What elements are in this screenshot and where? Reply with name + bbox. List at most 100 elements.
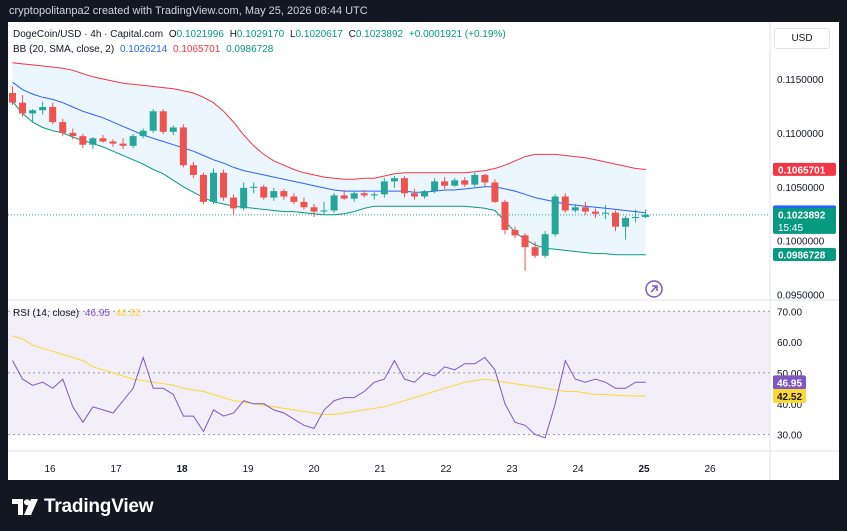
- time-tick-label: 23: [506, 464, 518, 475]
- candle-body: [69, 132, 77, 137]
- candle-body: [29, 110, 37, 114]
- candle-body: [240, 187, 248, 209]
- rsi-legend[interactable]: RSI (14, close) 46.95 42.52: [13, 308, 144, 319]
- candle-body: [471, 174, 479, 185]
- candle-body: [49, 106, 57, 123]
- bb-label[interactable]: BB (20, SMA, close, 2): [13, 44, 115, 55]
- candle-body: [9, 92, 16, 103]
- header-credit: cryptopolitanpa2 created with TradingVie…: [9, 5, 368, 17]
- price-label-bg: [773, 248, 836, 262]
- time-tick-label: 20: [308, 464, 320, 475]
- bb-basis-line: [12, 81, 646, 214]
- time-tick-label: 22: [440, 464, 452, 475]
- candle-body: [169, 127, 177, 132]
- candle-body: [581, 207, 589, 212]
- candle-body: [19, 102, 27, 114]
- time-tick-label: 18: [176, 464, 188, 475]
- candle-body: [411, 193, 418, 197]
- rsi-tick-label: 50.00: [777, 369, 802, 380]
- rsi-tick-label: 40.00: [777, 400, 802, 411]
- chart-svg[interactable]: 0.1150000 0.1100000 0.1050000 0.1000000 0.09…: [8, 22, 839, 480]
- ohlc-close-label: C: [348, 29, 356, 40]
- chart-panel[interactable]: 0.1150000 0.1100000 0.1050000 0.1000000 0.09…: [8, 22, 839, 480]
- ohlc-high: 0.1029170: [236, 29, 285, 40]
- candle-body: [199, 174, 207, 202]
- candle-body: [481, 174, 489, 183]
- bb-fill-area: [12, 62, 646, 255]
- candle-body: [380, 181, 388, 195]
- time-tick-label: 19: [242, 464, 254, 475]
- axes: 0.1150000 0.1100000 0.1050000 0.1000000 0.09…: [8, 22, 839, 480]
- rsi-value: 46.95: [84, 308, 110, 319]
- header-bar: cryptopolitanpa2 created with TradingVie…: [0, 0, 847, 22]
- price-label-bg: [773, 162, 836, 176]
- price-tick-label: 0.1150000: [777, 75, 824, 86]
- candle-body: [511, 229, 519, 236]
- ohlc-change: +0.0001921 (+0.19%): [408, 29, 506, 40]
- price-tick-label: 0.1100000: [777, 129, 824, 140]
- price-tick-label: 0.0950000: [777, 291, 825, 302]
- candle-body: [622, 218, 630, 227]
- candle-body: [501, 201, 509, 230]
- ohlc-low-label: L: [289, 29, 296, 40]
- rsi-pane[interactable]: [8, 310, 770, 439]
- candle-body: [521, 235, 529, 248]
- candle-body: [340, 195, 348, 199]
- time-tick-label: 17: [110, 464, 122, 475]
- candle-body: [99, 138, 107, 142]
- candle-body: [531, 247, 539, 256]
- price-pane[interactable]: [8, 62, 770, 298]
- candle-body: [39, 106, 47, 111]
- candle-body: [551, 196, 559, 235]
- candle-body: [541, 234, 549, 256]
- price-label-bg: [773, 207, 836, 234]
- candle-body: [451, 180, 459, 186]
- price-label-value: 0.1065701: [778, 165, 826, 176]
- candle-body: [591, 211, 599, 214]
- event-badge-icon: [645, 280, 663, 298]
- candle-body: [280, 191, 288, 197]
- ohlc-open: 0.1021996: [176, 29, 224, 40]
- time-tick-label: 16: [44, 464, 56, 475]
- candle-body: [320, 210, 328, 212]
- tradingview-wordmark: TradingView: [44, 496, 154, 517]
- candle-body: [139, 130, 147, 137]
- candle-body: [632, 216, 640, 219]
- candle-body: [571, 207, 579, 211]
- bb-upper-line: [12, 62, 646, 180]
- time-tick-label: 24: [572, 464, 584, 475]
- price-label-value: 0.1023892: [778, 210, 826, 221]
- rsi-label[interactable]: RSI (14, close): [13, 308, 80, 319]
- candle-body: [360, 193, 368, 196]
- symbol-legend[interactable]: DogeCoin/USD · 4h · Capital.com O0.10219…: [13, 29, 509, 40]
- candle-body: [260, 186, 268, 198]
- candle-body: [220, 172, 228, 198]
- symbol-title[interactable]: DogeCoin/USD · 4h · Capital.com: [13, 29, 164, 40]
- candle-body: [250, 186, 258, 188]
- rsi-line: [12, 355, 646, 439]
- bb-upper-value: 0.1065701: [173, 44, 221, 55]
- candle-body: [441, 181, 449, 186]
- rsi-ma-line: [12, 335, 646, 415]
- rsi-ma-value: 42.52: [115, 308, 141, 319]
- candle-body: [159, 111, 167, 132]
- candle-body: [612, 212, 619, 227]
- tradingview-brand[interactable]: TradingView: [12, 496, 154, 518]
- candle-body: [370, 194, 378, 196]
- price-tick-label: 0.1000000: [777, 237, 825, 248]
- candle-body: [601, 212, 609, 214]
- currency-button[interactable]: USD: [774, 28, 830, 49]
- rsi-label-bg: [773, 375, 806, 390]
- candle-body: [300, 201, 308, 208]
- candle-body: [189, 165, 197, 175]
- rsi-label-value: 46.95: [777, 378, 802, 389]
- rsi-label-bg: [773, 388, 806, 403]
- ohlc-low: 0.1020617: [295, 29, 343, 40]
- candle-body: [400, 178, 408, 194]
- candle-body: [461, 180, 469, 185]
- ohlc-close: 0.1023892: [355, 29, 404, 40]
- price-label-value: 0.0986728: [778, 251, 826, 262]
- event-arrow-icon: [650, 285, 658, 293]
- candle-body: [119, 143, 127, 146]
- bb-legend[interactable]: BB (20, SMA, close, 2) 0.1026214 0.10657…: [13, 44, 276, 55]
